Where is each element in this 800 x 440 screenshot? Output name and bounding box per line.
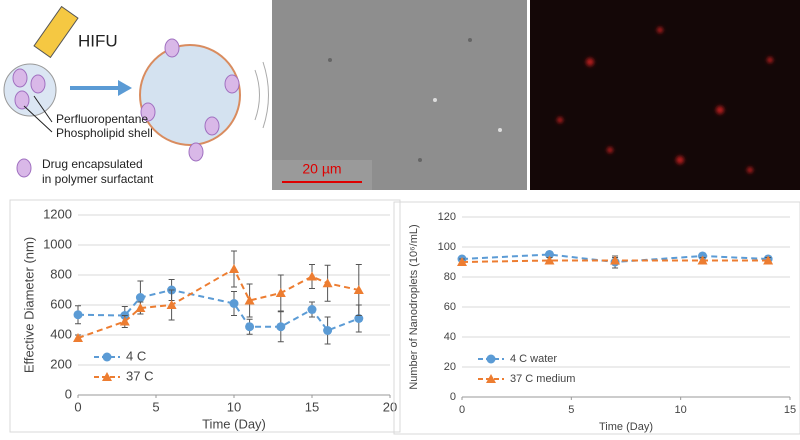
marker	[244, 295, 255, 305]
plot-frame	[9, 199, 401, 433]
marker	[135, 293, 145, 302]
drug	[164, 38, 180, 58]
y-tick-label: 0	[450, 391, 456, 403]
legend-marker	[486, 354, 496, 364]
y-tick-label: 800	[50, 266, 72, 281]
drug	[14, 90, 30, 110]
x-tick-label: 10	[675, 404, 687, 416]
y-axis-label: Number of Nanodroplets (10⁶/mL)	[408, 224, 420, 389]
marker	[354, 314, 364, 323]
marker	[544, 250, 554, 259]
drug	[188, 142, 204, 162]
marker	[276, 322, 286, 332]
drug-legend	[16, 158, 32, 178]
marker	[229, 264, 239, 273]
x-axis-label: Time (Day)	[599, 421, 653, 433]
marker	[135, 303, 146, 312]
pointer	[23, 95, 53, 133]
y-tick-label: 60	[444, 301, 456, 313]
y-tick-label: 1200	[43, 206, 72, 221]
marker	[353, 285, 364, 294]
scale-box	[272, 160, 372, 190]
marker	[166, 300, 177, 309]
particle	[433, 98, 437, 102]
large-droplet	[139, 44, 241, 146]
series-line	[77, 288, 360, 332]
x-tick-label: 15	[305, 399, 319, 414]
series-line	[77, 267, 360, 339]
plot-frame	[393, 201, 800, 435]
marker	[307, 305, 317, 314]
x-tick-label: 0	[459, 404, 465, 416]
transducer	[33, 5, 79, 59]
marker	[323, 326, 333, 335]
drug	[30, 74, 46, 94]
legend-label: 37 C medium	[510, 373, 575, 385]
hifu-label: HIFU	[78, 31, 118, 50]
drug-label: in polymer surfactant	[42, 172, 154, 186]
x-tick-label: 5	[152, 399, 159, 414]
x-tick-label: 20	[383, 399, 397, 414]
legend-label: 4 C water	[510, 353, 557, 365]
legend-label: 4 C	[126, 348, 146, 363]
marker	[245, 322, 255, 332]
drug	[12, 68, 28, 88]
drug-label: Drug encapsulated	[42, 157, 143, 171]
particle	[468, 38, 472, 42]
legend-marker	[486, 374, 496, 383]
y-tick-label: 0	[65, 386, 72, 401]
drug	[224, 74, 240, 94]
legend-marker	[102, 372, 112, 381]
y-tick-label: 100	[438, 241, 456, 253]
x-tick-label: 10	[227, 399, 241, 414]
y-tick-label: 80	[444, 271, 456, 283]
marker	[119, 316, 130, 326]
scale-label: 20 µm	[302, 161, 341, 177]
x-tick-label: 0	[74, 399, 81, 414]
x-axis-label: Time (Day)	[202, 416, 266, 431]
fluorescence-image	[530, 0, 800, 190]
x-tick-label: 5	[568, 404, 574, 416]
drug	[140, 102, 156, 122]
marker	[697, 255, 708, 265]
drug	[204, 116, 220, 136]
y-tick-label: 400	[50, 326, 72, 341]
core-label: Perfluoropentane	[56, 112, 148, 126]
legend-marker	[102, 352, 112, 362]
y-tick-label: 40	[444, 331, 456, 343]
marker	[307, 271, 317, 281]
y-tick-label: 1000	[43, 236, 72, 251]
marker	[229, 299, 239, 308]
marker	[73, 333, 83, 342]
y-axis-label: Effective Diameter (nm)	[21, 237, 36, 373]
arrow-head	[118, 80, 132, 96]
particle	[328, 58, 332, 62]
schematic: HIFU Perfluoropentane Phospholipid shell…	[3, 5, 269, 186]
marker	[73, 310, 83, 320]
x-tick-label: 15	[784, 404, 796, 416]
y-tick-label: 120	[438, 211, 456, 223]
marker	[763, 255, 774, 265]
marker	[544, 255, 555, 265]
shell-label: Phospholipid shell	[56, 126, 153, 140]
particle	[418, 158, 422, 162]
marker	[610, 255, 621, 265]
small-droplet	[3, 63, 57, 117]
micrograph	[272, 0, 527, 190]
marker	[275, 288, 286, 297]
micrograph	[530, 0, 800, 190]
marker	[322, 278, 333, 288]
y-tick-label: 20	[444, 361, 456, 373]
legend-label: 37 C	[126, 368, 153, 383]
wave	[254, 61, 269, 129]
y-tick-label: 600	[50, 296, 72, 311]
spots	[557, 27, 773, 173]
marker	[457, 257, 467, 266]
y-tick-label: 200	[50, 356, 72, 371]
particle	[498, 128, 502, 132]
brightfield-image: 20 µm	[272, 0, 527, 190]
